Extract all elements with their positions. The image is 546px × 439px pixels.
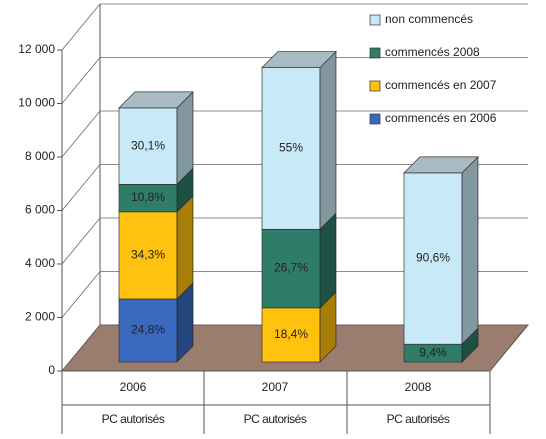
y-tick-label: 8 000 (25, 149, 55, 163)
bar-segment (118, 211, 178, 300)
legend-swatch (369, 80, 381, 92)
grid-line (61, 3, 528, 51)
legend-label: commencés 2008 (385, 45, 480, 59)
x-tick-label: 2007 (262, 380, 289, 394)
bar-segment (403, 172, 463, 345)
grid-line (61, 324, 528, 372)
y-tick-label: 2 000 (25, 310, 55, 324)
data-label: 18,4% (274, 327, 308, 341)
y-tick-label: 12 000 (18, 42, 55, 56)
data-label: 30,1% (131, 138, 165, 152)
bar-side-shade (462, 156, 478, 345)
legend-swatch (369, 14, 381, 26)
bar-top (403, 156, 479, 174)
grid-line (61, 217, 528, 265)
legend-label: non commencés (385, 12, 473, 26)
data-label: 34,3% (131, 248, 165, 262)
data-label: 24,8% (131, 323, 165, 337)
bar-side-shade (177, 282, 193, 362)
bar-segment (261, 307, 321, 363)
bar-side-shade (320, 291, 336, 362)
bar-segment (261, 67, 321, 230)
x-tick-label: 2008 (405, 380, 432, 394)
grid-line (61, 110, 528, 158)
y-tick-label: 10 000 (18, 96, 55, 110)
bar-side-shade (320, 213, 336, 308)
x-sublabel: PC autorisés (102, 412, 165, 426)
x-sublabel: PC autorisés (387, 412, 450, 426)
legend-label: commencés en 2006 (385, 111, 497, 125)
grid-line (61, 271, 528, 318)
bar-side-shade (320, 51, 336, 230)
y-tick-label: 0 (48, 363, 55, 377)
data-label: 9,4% (419, 345, 447, 359)
bar-side-shade (177, 168, 193, 212)
y-tick-label: 6 000 (25, 203, 55, 217)
legend-swatch (369, 47, 381, 59)
legend-swatch (369, 113, 381, 125)
data-label: 55% (279, 141, 303, 155)
x-tick-label: 2006 (120, 380, 147, 394)
grid-line (61, 164, 528, 211)
bar-side-shade (177, 91, 193, 185)
bar-top (261, 51, 337, 68)
y-tick-label: 4 000 (25, 256, 55, 270)
bar-top (118, 91, 194, 109)
data-label: 10,8% (131, 190, 165, 204)
bar-segment (118, 298, 178, 363)
grid-line (61, 57, 528, 104)
data-label: 90,6% (416, 251, 450, 265)
bar-segment (118, 184, 178, 213)
bar-side-shade (462, 328, 478, 362)
legend-label: commencés en 2007 (385, 78, 497, 92)
data-label: 26,7% (274, 261, 308, 275)
x-sublabel: PC autorisés (244, 412, 307, 426)
bar-side-shade (177, 195, 193, 299)
